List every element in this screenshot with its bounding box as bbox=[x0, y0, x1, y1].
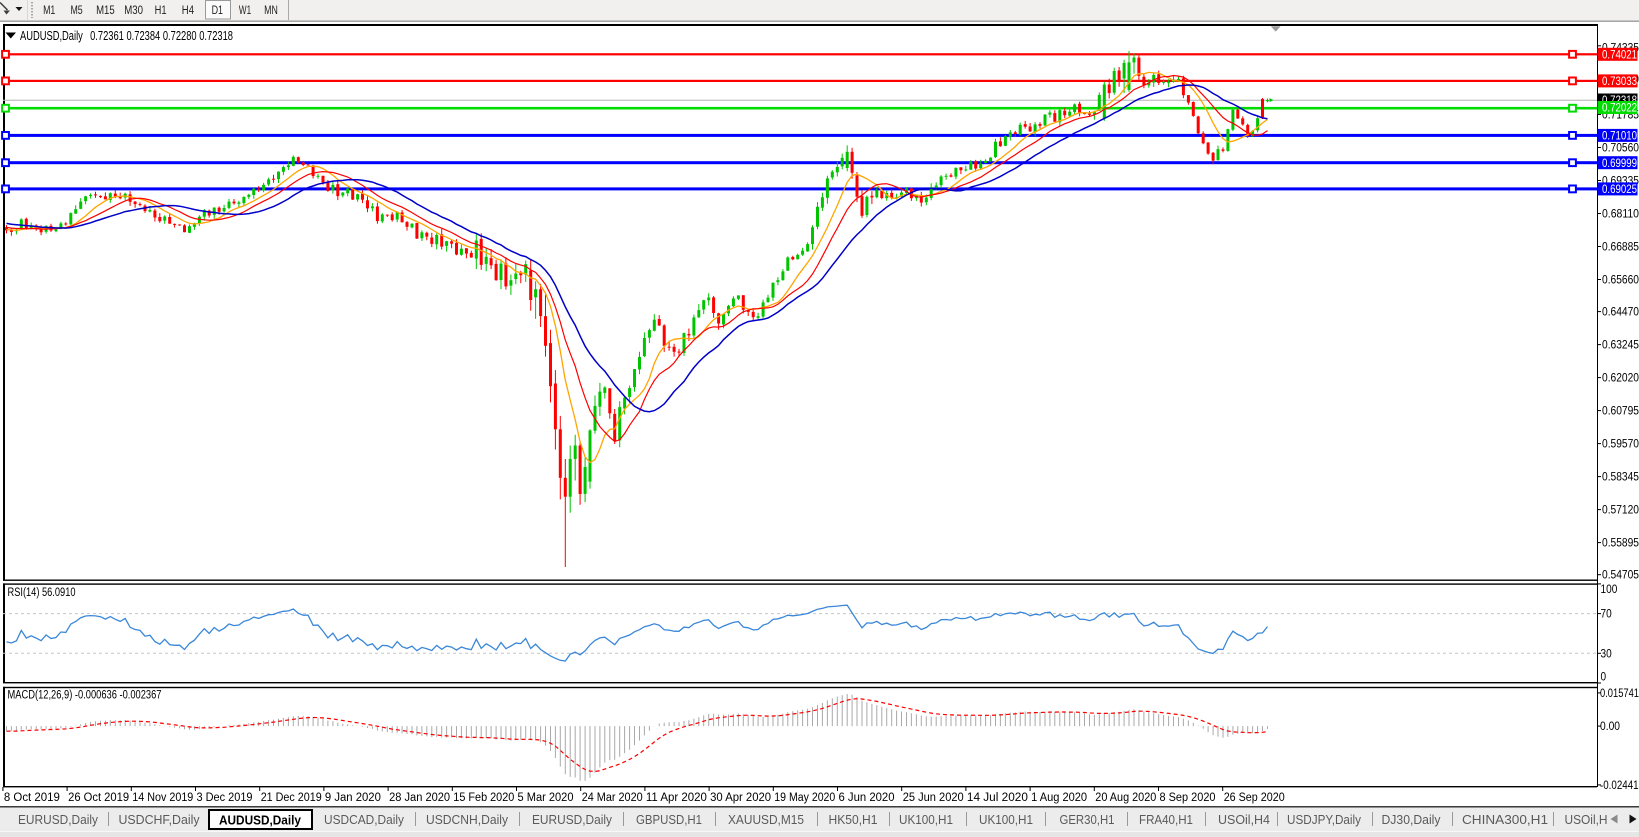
svg-text:XAUUSD,M15: XAUUSD,M15 bbox=[728, 812, 804, 827]
svg-text:0.64470: 0.64470 bbox=[1602, 307, 1639, 319]
svg-text:H4: H4 bbox=[182, 5, 195, 17]
svg-text:14 Nov 2019: 14 Nov 2019 bbox=[132, 792, 193, 804]
svg-text:26 Oct 2019: 26 Oct 2019 bbox=[68, 792, 129, 804]
svg-text:0.57120: 0.57120 bbox=[1602, 505, 1639, 517]
svg-text:0.62020: 0.62020 bbox=[1602, 373, 1639, 385]
svg-text:0.54705: 0.54705 bbox=[1602, 570, 1639, 582]
svg-text:AUDUSD,Daily 0.72361 0.72384: AUDUSD,Daily 0.72361 0.72384 0.72280 0.7… bbox=[20, 29, 233, 43]
svg-text:0.68110: 0.68110 bbox=[1602, 209, 1639, 221]
svg-text:6 Jun 2020: 6 Jun 2020 bbox=[839, 792, 895, 804]
svg-text:0.74021: 0.74021 bbox=[1602, 50, 1637, 62]
svg-text:-0.024412: -0.024412 bbox=[1600, 780, 1639, 792]
svg-text:0.66885: 0.66885 bbox=[1602, 242, 1639, 254]
svg-text:M1: M1 bbox=[43, 5, 55, 17]
svg-text:0.70560: 0.70560 bbox=[1602, 143, 1639, 155]
svg-text:0.73033: 0.73033 bbox=[1602, 76, 1637, 88]
svg-text:0.69025: 0.69025 bbox=[1602, 184, 1637, 196]
svg-text:30: 30 bbox=[1601, 648, 1612, 660]
svg-text:GBPUSD,H1: GBPUSD,H1 bbox=[636, 812, 702, 827]
svg-text:USOil,H: USOil,H bbox=[1565, 812, 1608, 827]
svg-text:24 Mar 2020: 24 Mar 2020 bbox=[582, 792, 643, 804]
svg-text:0: 0 bbox=[1601, 672, 1607, 684]
svg-text:FRA40,H1: FRA40,H1 bbox=[1139, 812, 1193, 827]
svg-text:26 Sep 2020: 26 Sep 2020 bbox=[1224, 792, 1285, 804]
svg-text:0.72022: 0.72022 bbox=[1602, 103, 1637, 115]
svg-text:0.00: 0.00 bbox=[1600, 721, 1620, 733]
svg-text:M30: M30 bbox=[124, 5, 143, 17]
svg-text:0.60795: 0.60795 bbox=[1602, 406, 1639, 418]
svg-text:0.55895: 0.55895 bbox=[1602, 538, 1639, 550]
svg-text:28 Jan 2020: 28 Jan 2020 bbox=[389, 792, 450, 804]
svg-text:3 Dec 2019: 3 Dec 2019 bbox=[197, 792, 253, 804]
svg-text:100: 100 bbox=[1601, 584, 1618, 596]
svg-text:0.65660: 0.65660 bbox=[1602, 275, 1639, 287]
svg-text:HK50,H1: HK50,H1 bbox=[829, 812, 878, 827]
svg-text:USDCHF,Daily: USDCHF,Daily bbox=[119, 812, 200, 827]
svg-text:11 Apr 2020: 11 Apr 2020 bbox=[646, 792, 707, 804]
svg-text:0.63245: 0.63245 bbox=[1602, 340, 1639, 352]
svg-text:AUDUSD,Daily: AUDUSD,Daily bbox=[219, 813, 302, 828]
svg-text:EURUSD,Daily: EURUSD,Daily bbox=[18, 812, 98, 827]
svg-text:0.58345: 0.58345 bbox=[1602, 472, 1639, 484]
svg-text:8 Sep 2020: 8 Sep 2020 bbox=[1160, 792, 1216, 804]
svg-text:21 Dec 2019: 21 Dec 2019 bbox=[261, 792, 322, 804]
svg-text:USDCNH,Daily: USDCNH,Daily bbox=[426, 812, 508, 827]
svg-text:1 Aug 2020: 1 Aug 2020 bbox=[1031, 792, 1087, 804]
svg-text:USDCAD,Daily: USDCAD,Daily bbox=[324, 812, 404, 827]
svg-text:MN: MN bbox=[264, 5, 278, 17]
svg-text:MACD(12,26,9) -0.000636 -0.002: MACD(12,26,9) -0.000636 -0.002367 bbox=[8, 690, 162, 702]
svg-text:GER30,H1: GER30,H1 bbox=[1060, 812, 1115, 827]
svg-text:M15: M15 bbox=[96, 5, 115, 17]
svg-text:W1: W1 bbox=[239, 5, 251, 17]
svg-text:EURUSD,Daily: EURUSD,Daily bbox=[532, 812, 612, 827]
svg-text:USDJPY,Daily: USDJPY,Daily bbox=[1287, 812, 1361, 827]
svg-text:8 Oct 2019: 8 Oct 2019 bbox=[4, 792, 60, 804]
svg-text:D1: D1 bbox=[212, 5, 223, 17]
svg-text:DJ30,Daily: DJ30,Daily bbox=[1382, 812, 1441, 827]
svg-text:0.015741: 0.015741 bbox=[1600, 688, 1639, 700]
svg-text:UK100,H1: UK100,H1 bbox=[979, 812, 1033, 827]
svg-text:0.71010: 0.71010 bbox=[1602, 131, 1637, 143]
svg-text:M5: M5 bbox=[71, 5, 83, 17]
svg-text:19 May 2020: 19 May 2020 bbox=[774, 792, 835, 804]
svg-text:70: 70 bbox=[1601, 609, 1612, 621]
svg-text:UK100,H1: UK100,H1 bbox=[899, 812, 953, 827]
svg-text:RSI(14) 56.0910: RSI(14) 56.0910 bbox=[8, 587, 76, 599]
svg-text:15 Feb 2020: 15 Feb 2020 bbox=[453, 792, 514, 804]
svg-text:9 Jan 2020: 9 Jan 2020 bbox=[325, 792, 381, 804]
svg-text:CHINA300,H1: CHINA300,H1 bbox=[1462, 812, 1548, 827]
svg-text:USOil,H4: USOil,H4 bbox=[1218, 812, 1270, 827]
svg-text:H1: H1 bbox=[155, 5, 167, 17]
svg-text:0.69999: 0.69999 bbox=[1602, 158, 1637, 170]
svg-text:14 Jul 2020: 14 Jul 2020 bbox=[967, 792, 1028, 804]
svg-text:20 Aug 2020: 20 Aug 2020 bbox=[1095, 792, 1156, 804]
svg-text:25 Jun 2020: 25 Jun 2020 bbox=[903, 792, 964, 804]
svg-text:30 Apr 2020: 30 Apr 2020 bbox=[710, 792, 771, 804]
svg-text:0.59570: 0.59570 bbox=[1602, 439, 1639, 451]
svg-text:5 Mar 2020: 5 Mar 2020 bbox=[518, 792, 574, 804]
